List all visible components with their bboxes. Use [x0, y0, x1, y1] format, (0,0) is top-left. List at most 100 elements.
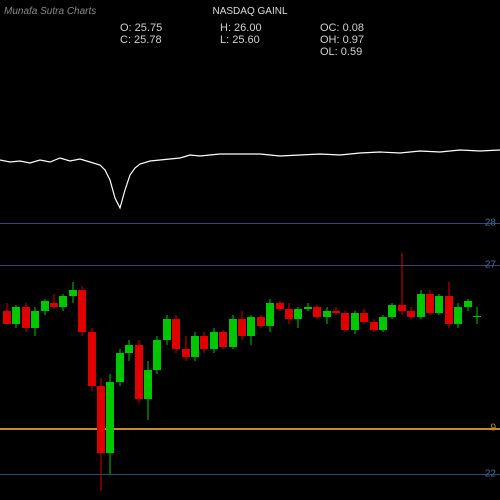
candle[interactable]	[351, 215, 359, 495]
candle-body	[332, 311, 340, 313]
candle[interactable]	[116, 215, 124, 495]
candle[interactable]	[294, 215, 302, 495]
candle-body	[153, 340, 161, 369]
candle-body	[200, 336, 208, 349]
candle-body	[229, 319, 237, 346]
candle[interactable]	[172, 215, 180, 495]
candle[interactable]	[210, 215, 218, 495]
symbol-text: NASDAQ GAINL	[0, 6, 500, 17]
candle[interactable]	[50, 215, 58, 495]
candle[interactable]	[379, 215, 387, 495]
candle-body	[172, 319, 180, 348]
candle[interactable]	[285, 215, 293, 495]
candle[interactable]	[106, 215, 114, 495]
candle-body	[69, 290, 77, 296]
candle[interactable]	[454, 215, 462, 495]
candle[interactable]	[163, 215, 171, 495]
candle-body	[3, 311, 11, 324]
candle[interactable]	[229, 215, 237, 495]
candle[interactable]	[332, 215, 340, 495]
candle[interactable]	[182, 215, 190, 495]
candle-body	[341, 313, 349, 330]
candle[interactable]	[426, 215, 434, 495]
candle-body	[247, 317, 255, 336]
candle[interactable]	[3, 215, 11, 495]
candle[interactable]	[388, 215, 396, 495]
candle-body	[351, 313, 359, 330]
candle-body	[407, 311, 415, 317]
candle-body	[50, 303, 58, 307]
candle[interactable]	[370, 215, 378, 495]
candle-body	[22, 307, 30, 328]
candle[interactable]	[304, 215, 312, 495]
candle[interactable]	[473, 215, 481, 495]
candle[interactable]	[191, 215, 199, 495]
candle[interactable]	[464, 215, 472, 495]
candle[interactable]	[435, 215, 443, 495]
candle-body	[304, 307, 312, 309]
candle-body	[238, 319, 246, 336]
title-row: Munafa Sutra Charts NASDAQ GAINL	[0, 6, 500, 20]
candle[interactable]	[417, 215, 425, 495]
candle[interactable]	[219, 215, 227, 495]
candle[interactable]	[125, 215, 133, 495]
candle-body	[285, 309, 293, 319]
stat-open: O: 25.75	[120, 22, 180, 34]
candlestick-chart[interactable]: 2827229	[0, 215, 500, 495]
candle-body	[473, 316, 481, 317]
candle[interactable]	[97, 215, 105, 495]
candle-body	[144, 370, 152, 399]
candle-body	[454, 307, 462, 324]
candle-body	[97, 386, 105, 453]
candle-body	[219, 332, 227, 347]
candle-body	[125, 345, 133, 353]
candle[interactable]	[41, 215, 49, 495]
candle[interactable]	[12, 215, 20, 495]
candle[interactable]	[238, 215, 246, 495]
candle-body	[398, 305, 406, 311]
candle-body	[379, 317, 387, 330]
candle[interactable]	[135, 215, 143, 495]
chart-container: Munafa Sutra Charts NASDAQ GAINL O: 25.7…	[0, 0, 500, 500]
candle[interactable]	[266, 215, 274, 495]
candle[interactable]	[323, 215, 331, 495]
indicator-label: 9	[490, 423, 496, 434]
candle[interactable]	[341, 215, 349, 495]
candle[interactable]	[276, 215, 284, 495]
candle-body	[116, 353, 124, 382]
candle[interactable]	[407, 215, 415, 495]
candle-body	[210, 332, 218, 349]
candle[interactable]	[78, 215, 86, 495]
candle-body	[106, 382, 114, 453]
candle[interactable]	[313, 215, 321, 495]
candle[interactable]	[398, 215, 406, 495]
candle[interactable]	[445, 215, 453, 495]
candle-body	[388, 305, 396, 318]
candle[interactable]	[257, 215, 265, 495]
candle[interactable]	[31, 215, 39, 495]
candle-body	[41, 301, 49, 311]
candle-body	[417, 294, 425, 317]
candle[interactable]	[59, 215, 67, 495]
candle[interactable]	[200, 215, 208, 495]
stat-empty2	[220, 46, 280, 58]
stat-oc: OC: 0.08	[320, 22, 380, 34]
stat-oh: OH: 0.97	[320, 34, 380, 46]
candle[interactable]	[360, 215, 368, 495]
candle[interactable]	[144, 215, 152, 495]
candle-body	[445, 296, 453, 323]
candle[interactable]	[22, 215, 30, 495]
candle[interactable]	[153, 215, 161, 495]
axis-label: 22	[485, 469, 496, 480]
candle[interactable]	[88, 215, 96, 495]
candle-body	[135, 345, 143, 399]
candle-body	[182, 349, 190, 357]
candle[interactable]	[69, 215, 77, 495]
candle[interactable]	[247, 215, 255, 495]
candle-body	[163, 319, 171, 340]
candle-body	[323, 311, 331, 317]
axis-label: 27	[485, 260, 496, 271]
indicator-line-chart	[0, 120, 500, 210]
candle-body	[266, 303, 274, 326]
candle-body	[31, 311, 39, 328]
